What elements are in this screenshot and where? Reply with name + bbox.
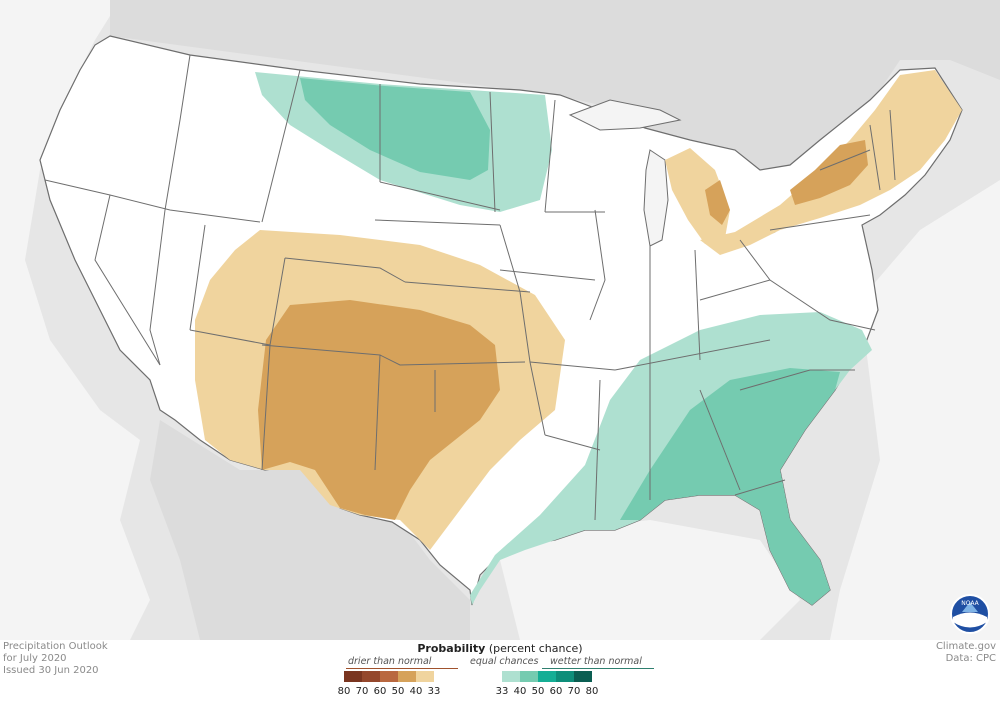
map-caption: Precipitation Outlook for July 2020 Issu… bbox=[3, 641, 108, 677]
us-map: NOAA bbox=[0, 0, 1000, 640]
mexico bbox=[150, 420, 470, 640]
dry-region-newyork-40 bbox=[790, 140, 868, 205]
map-period: for July 2020 bbox=[3, 653, 67, 664]
legend-tick-label: 70 bbox=[567, 686, 581, 697]
map-issued-date: Issued 30 Jun 2020 bbox=[3, 665, 99, 676]
legend-wetter-label: wetter than normal bbox=[550, 656, 642, 667]
legend-swatch-dry-4 bbox=[416, 671, 434, 682]
legend-wetter-line bbox=[542, 668, 654, 669]
legend-swatch-dry-0 bbox=[344, 671, 362, 682]
noaa-logo-icon: NOAA bbox=[950, 594, 990, 634]
legend-tick-label: 50 bbox=[391, 686, 405, 697]
credit-source: Climate.gov bbox=[935, 641, 996, 652]
legend-tick-label: 80 bbox=[337, 686, 351, 697]
legend-tick-label: 80 bbox=[585, 686, 599, 697]
lake-superior bbox=[568, 99, 682, 131]
credit-data: Data: CPC bbox=[945, 653, 996, 664]
legend-swatch-wet-0 bbox=[502, 671, 520, 682]
probability-legend: Probability (percent chance) drier than … bbox=[330, 642, 670, 702]
legend-swatch-wet-3 bbox=[556, 671, 574, 682]
legend-tick-label: 60 bbox=[549, 686, 563, 697]
legend-swatch-dry-2 bbox=[380, 671, 398, 682]
legend-title: Probability (percent chance) bbox=[330, 642, 670, 655]
legend-swatch-wet-4 bbox=[574, 671, 592, 682]
legend-title-bold: Probability bbox=[417, 642, 486, 655]
state-borders bbox=[44, 54, 896, 521]
map-footer: Precipitation Outlook for July 2020 Issu… bbox=[0, 640, 1000, 704]
wet-region-southeast-40 bbox=[620, 368, 840, 605]
legend-swatch-equal bbox=[434, 671, 502, 682]
legend-swatch-dry-3 bbox=[398, 671, 416, 682]
legend-tick-label: 33 bbox=[427, 686, 441, 697]
map-credits: Climate.gov Data: CPC bbox=[936, 641, 996, 665]
legend-tick-label: 70 bbox=[355, 686, 369, 697]
wet-region-north-plains-40 bbox=[300, 78, 490, 180]
legend-drier-label: drier than normal bbox=[348, 656, 432, 667]
dry-region-michigan-33 bbox=[665, 148, 730, 244]
legend-tick-label: 33 bbox=[495, 686, 509, 697]
canada bbox=[110, 0, 1000, 180]
gulf-of-mexico bbox=[500, 520, 800, 640]
legend-color-bar bbox=[344, 671, 592, 682]
legend-tick-label: 60 bbox=[373, 686, 387, 697]
legend-swatch-wet-2 bbox=[538, 671, 556, 682]
svg-text:NOAA: NOAA bbox=[961, 600, 979, 607]
pacific-ocean bbox=[0, 0, 150, 640]
legend-swatch-wet-1 bbox=[520, 671, 538, 682]
legend-tick-label: 40 bbox=[513, 686, 527, 697]
legend-ticks: 80 70 60 50 40 33 33 40 50 60 70 80 bbox=[330, 686, 670, 700]
dry-region-michigan-40 bbox=[705, 180, 730, 225]
map-title: Precipitation Outlook bbox=[3, 641, 108, 652]
legend-equal-label: equal chances bbox=[470, 656, 539, 667]
dry-region-southwest-40 bbox=[258, 300, 500, 520]
legend-swatch-dry-1 bbox=[362, 671, 380, 682]
legend-title-rest: (percent chance) bbox=[485, 642, 583, 655]
legend-tick-label: 50 bbox=[531, 686, 545, 697]
legend-tick-label: 40 bbox=[409, 686, 423, 697]
lake-michigan bbox=[643, 149, 669, 247]
legend-drier-line bbox=[346, 668, 458, 669]
